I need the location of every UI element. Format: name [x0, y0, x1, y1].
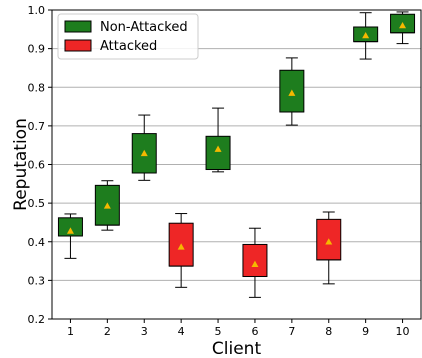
box-client-5	[205, 107, 231, 173]
x-tick-label: 7	[288, 325, 295, 338]
legend: Non-Attacked Attacked	[57, 13, 199, 60]
box-client-8	[316, 211, 342, 285]
y-tick-label: 1.0	[28, 4, 46, 17]
x-tick-label: 4	[178, 325, 185, 338]
box-body	[316, 218, 342, 261]
x-tick-label: 3	[141, 325, 148, 338]
box-client-10	[390, 11, 416, 45]
y-tick-label: 0.3	[28, 274, 46, 287]
box-body	[205, 135, 231, 171]
x-tick-label: 8	[325, 325, 332, 338]
axis-ticks: 0.2 0.3 0.4 0.5 0.6 0.7 0.8 0.9 1.0 1 2 3 4 5 6 7 8 9 10	[28, 4, 410, 338]
mean-marker	[288, 89, 296, 96]
box-client-1	[57, 213, 83, 259]
box-client-2	[94, 180, 120, 231]
legend-label-attacked: Attacked	[100, 39, 157, 54]
legend-swatch-attacked	[64, 39, 92, 52]
x-axis-label: Client	[212, 339, 262, 358]
mean-marker	[177, 243, 185, 250]
x-tick-label: 1	[67, 325, 74, 338]
legend-frame	[57, 13, 199, 60]
mean-marker	[399, 21, 407, 29]
box-client-4	[168, 213, 194, 288]
box-body	[242, 243, 268, 278]
y-tick-label: 0.8	[28, 81, 46, 94]
mean-marker	[66, 227, 74, 234]
y-tick-label: 0.9	[28, 43, 46, 56]
legend-swatch-non-attacked	[64, 20, 92, 33]
mean-marker	[140, 149, 148, 157]
x-tick-label: 2	[104, 325, 111, 338]
x-tick-label: 5	[215, 325, 222, 338]
y-tick-label: 0.5	[28, 197, 46, 210]
y-axis-label: Reputation	[11, 118, 31, 211]
x-tick-label: 10	[396, 325, 410, 338]
x-tick-label: 6	[251, 325, 258, 338]
x-tick-label: 9	[362, 325, 369, 338]
mean-marker	[325, 238, 333, 245]
boxes	[57, 11, 416, 298]
mean-marker	[362, 31, 370, 39]
box-client-3	[131, 114, 157, 181]
mean-marker	[251, 260, 259, 267]
y-tick-label: 0.6	[28, 159, 46, 172]
box-client-9	[353, 12, 379, 60]
mean-marker	[103, 202, 111, 209]
mean-marker	[214, 145, 222, 152]
y-tick-label: 0.2	[28, 313, 46, 326]
y-tick-label: 0.7	[28, 120, 46, 133]
y-tick-label: 0.4	[28, 236, 46, 249]
box-client-6	[242, 227, 268, 298]
legend-label-non-attacked: Non-Attacked	[100, 20, 188, 35]
box-client-7	[279, 57, 305, 126]
